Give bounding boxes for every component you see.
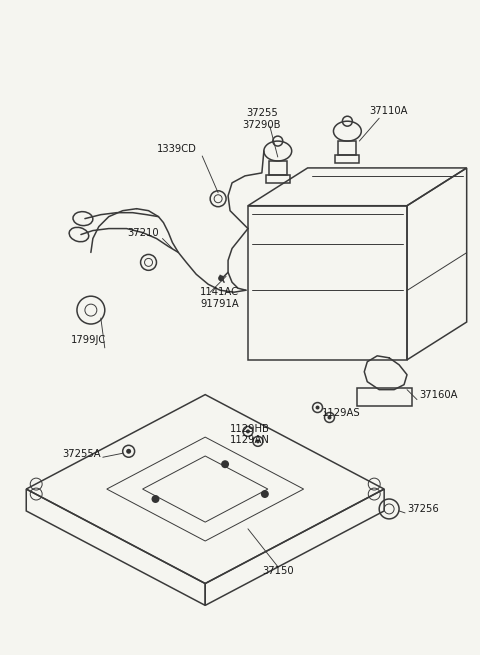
Bar bbox=[338, 141, 356, 155]
Text: 37255
37290B: 37255 37290B bbox=[242, 109, 281, 130]
Circle shape bbox=[246, 430, 250, 434]
Bar bbox=[269, 161, 287, 175]
Text: 37150: 37150 bbox=[262, 565, 294, 576]
Text: 37110A: 37110A bbox=[369, 106, 408, 116]
Text: 37160A: 37160A bbox=[419, 390, 457, 400]
Circle shape bbox=[261, 490, 269, 498]
Circle shape bbox=[126, 449, 131, 454]
Circle shape bbox=[315, 405, 320, 409]
Bar bbox=[266, 175, 290, 183]
Circle shape bbox=[327, 415, 332, 419]
Text: 1129AS: 1129AS bbox=[322, 407, 360, 417]
Text: 1129HB
1129AN: 1129HB 1129AN bbox=[230, 424, 270, 445]
Bar bbox=[336, 155, 360, 163]
Bar bbox=[248, 206, 407, 360]
Text: 1799JC: 1799JC bbox=[71, 335, 107, 345]
Text: 1141AC
91791A: 1141AC 91791A bbox=[200, 288, 239, 309]
Text: 37255A: 37255A bbox=[62, 449, 101, 459]
Bar bbox=[357, 388, 412, 405]
Circle shape bbox=[152, 495, 159, 503]
Text: 37256: 37256 bbox=[407, 504, 439, 514]
Circle shape bbox=[221, 460, 229, 468]
Circle shape bbox=[256, 440, 260, 443]
Text: 37210: 37210 bbox=[127, 227, 158, 238]
Circle shape bbox=[218, 275, 224, 281]
Text: 1339CD: 1339CD bbox=[156, 144, 196, 154]
